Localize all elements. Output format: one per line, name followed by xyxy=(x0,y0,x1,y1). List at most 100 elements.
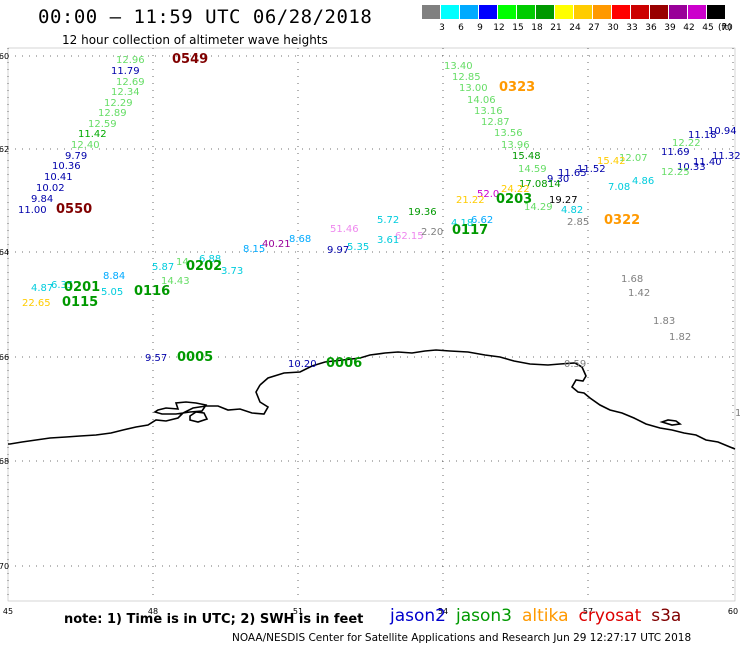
wave-height-value: 1 xyxy=(735,408,740,419)
pass-time-label: 0005 xyxy=(177,350,213,365)
wave-height-value: 14 xyxy=(548,179,561,190)
wave-height-value: 12.40 xyxy=(71,140,100,151)
color-scale-label: 39 xyxy=(664,23,676,33)
wave-height-value: 9.57 xyxy=(145,353,167,364)
wave-height-value: 8.15 xyxy=(243,244,265,255)
satellite-legend: jason2 jason3 altika cryosat s3a xyxy=(390,606,691,626)
color-scale-label: 3 xyxy=(439,23,445,33)
wave-height-value: 3.61 xyxy=(377,235,399,246)
wave-height-value: 14.29 xyxy=(524,202,553,213)
pass-time-label: 0550 xyxy=(56,202,92,217)
longitude-label: 60 xyxy=(728,607,738,616)
wave-height-value: 12.96 xyxy=(116,55,145,66)
color-swatch xyxy=(707,5,725,19)
wave-height-value: 15.48 xyxy=(512,151,541,162)
pass-time-label: 0549 xyxy=(172,52,208,67)
color-scale-label: 70 xyxy=(721,23,733,33)
pass-time-label: 0201 xyxy=(64,280,100,295)
wave-height-value: 9.30 xyxy=(547,174,569,185)
wave-height-value: 12.29 xyxy=(104,98,133,109)
wave-height-value: 12.85 xyxy=(452,72,481,83)
axis-labels: -60 -62 -64 -66 -68 -70 45 48 51 54 57 60 xyxy=(0,52,738,616)
lat-lon-grid xyxy=(7,48,735,601)
latitude-label: -66 xyxy=(0,353,9,362)
wave-height-value: 12.87 xyxy=(481,117,510,128)
color-scale-label: 18 xyxy=(531,23,543,33)
wave-height-value: 13.56 xyxy=(494,128,523,139)
wave-height-value: 5.87 xyxy=(152,262,174,273)
color-swatch xyxy=(631,5,649,19)
satellite-name: jason2 xyxy=(390,606,446,626)
wave-height-value: 22.65 xyxy=(22,298,51,309)
latitude-label: -62 xyxy=(0,145,9,154)
pass-time-label: 0202 xyxy=(186,259,222,274)
wave-height-value: 12.69 xyxy=(116,77,145,88)
pass-time-label: 0323 xyxy=(499,80,535,95)
wave-height-value: 14.59 xyxy=(518,164,547,175)
color-swatch xyxy=(669,5,687,19)
wave-height-value: 11.42 xyxy=(78,129,107,140)
wave-height-value: 12.34 xyxy=(111,87,140,98)
antarctic-coastline xyxy=(8,349,736,450)
wave-height-labels: 12.96 054911.7912.6912.3412.2912.8912.591… xyxy=(18,52,740,419)
latitude-label: -68 xyxy=(0,457,9,466)
wave-height-value: 4.82 xyxy=(561,205,583,216)
pass-time-label: 0006 xyxy=(326,356,362,371)
wave-height-value: 11.40 xyxy=(693,157,722,168)
wave-height-value: 12.59 xyxy=(88,119,117,130)
wave-height-value: 51.46 xyxy=(330,224,359,235)
map-title: 00:00 – 11:59 UTC 06/28/2018 xyxy=(38,6,373,28)
wave-height-value: 13.40 xyxy=(444,61,473,72)
wave-height-value: 8.84 xyxy=(103,271,125,282)
longitude-label: 57 xyxy=(583,607,593,616)
wave-height-value: 4.18 xyxy=(451,218,473,229)
wave-height-value: 2.20 xyxy=(421,227,443,238)
wave-height-value: 10.36 xyxy=(52,161,81,172)
wave-height-value: 11.32 xyxy=(712,151,740,162)
wave-height-value: 5.72 xyxy=(377,215,399,226)
wave-height-value: 11.00 xyxy=(18,205,47,216)
wave-height-value: 15.42 xyxy=(597,156,626,167)
color-scale-label: 30 xyxy=(607,23,619,33)
wave-height-value: 10.02 xyxy=(36,183,65,194)
wave-height-value: 5.35 xyxy=(347,242,369,253)
credit-line: NOAA/NESDIS Center for Satellite Applica… xyxy=(232,632,692,644)
wave-height-value: 0.59 xyxy=(564,359,586,370)
wave-height-value: 2.85 xyxy=(567,217,589,228)
satellite-name: cryosat xyxy=(578,606,642,626)
wave-height-value: 19.36 xyxy=(408,207,437,218)
wave-height-value: 14.43 xyxy=(161,276,190,287)
color-swatch xyxy=(422,5,440,19)
wave-height-value: 19.27 xyxy=(549,195,578,206)
wave-height-value: 7.08 xyxy=(608,182,630,193)
wave-height-value: 13.00 xyxy=(459,83,488,94)
wave-height-value: 13.96 xyxy=(501,140,530,151)
wave-height-value: 12.22 xyxy=(672,138,701,149)
wave-height-value: 10.94 xyxy=(708,126,737,137)
wave-height-value: 10.33 xyxy=(677,162,706,173)
color-swatch xyxy=(612,5,630,19)
wave-height-value: 6.62 xyxy=(471,215,493,226)
color-swatch xyxy=(517,5,535,19)
wave-height-value: 5.05 xyxy=(101,287,123,298)
color-swatch xyxy=(460,5,478,19)
latitude-label: -70 xyxy=(0,562,9,571)
wave-height-value: 24.22 xyxy=(501,184,530,195)
wave-height-value: 1.42 xyxy=(628,288,650,299)
color-swatch xyxy=(555,5,573,19)
pass-time-label: 0116 xyxy=(134,284,170,299)
wave-height-value: 6.35 xyxy=(51,280,73,291)
wave-height-value: 11.65 xyxy=(558,168,587,179)
map-frame xyxy=(7,47,736,602)
wave-height-value: 21.22 xyxy=(456,195,485,206)
wave-height-value: 14 xyxy=(176,257,189,268)
wave-height-value: 17.08 xyxy=(519,179,548,190)
color-swatch xyxy=(650,5,668,19)
wave-height-value: 14.06 xyxy=(467,95,496,106)
wave-height-value: 3.73 xyxy=(221,266,243,277)
color-scale-label: 42 xyxy=(683,23,695,33)
wave-height-value: 10.41 xyxy=(44,172,73,183)
color-swatch xyxy=(536,5,554,19)
color-scale-label: 36 xyxy=(645,23,657,33)
